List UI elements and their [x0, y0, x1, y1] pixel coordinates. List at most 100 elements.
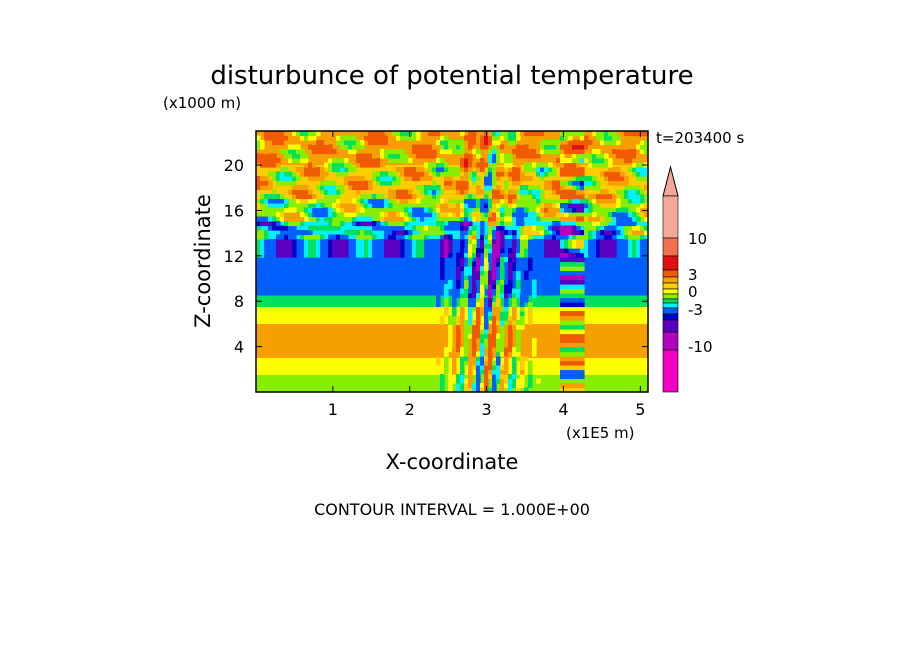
field-cell [604, 243, 609, 249]
field-cell [604, 189, 609, 195]
field-cell [536, 216, 541, 222]
field-cell [316, 225, 321, 231]
field-cell [484, 185, 489, 191]
field-cell [372, 162, 377, 168]
field-cell [444, 135, 449, 141]
field-cell [396, 198, 401, 204]
field-cell [576, 333, 581, 339]
field-cell [512, 297, 517, 303]
field-cell [544, 131, 549, 137]
field-cell [560, 302, 565, 308]
field-cell [560, 369, 565, 375]
field-cell [464, 297, 469, 303]
field-cell [288, 230, 293, 236]
field-cell [448, 176, 453, 182]
field-cell [452, 171, 457, 177]
field-cell [452, 221, 457, 227]
field-cell [444, 162, 449, 168]
field-cell [456, 387, 461, 392]
field-cell [312, 243, 317, 249]
field-cell [580, 347, 585, 353]
field-cell [360, 252, 365, 258]
field-cell [380, 216, 385, 222]
field-cell [580, 365, 585, 371]
field-cell [444, 144, 449, 150]
field-cell [276, 203, 281, 209]
field-cell [360, 158, 365, 164]
field-cell [396, 230, 401, 236]
field-cell [448, 248, 453, 254]
field-cell [528, 261, 533, 267]
field-cell [288, 252, 293, 258]
field-cell [448, 171, 453, 177]
field-cell [440, 248, 445, 254]
field-cell [468, 243, 473, 249]
field-cell [580, 360, 585, 366]
field-cell [432, 225, 437, 231]
field-cell [524, 351, 529, 357]
field-cell [616, 212, 621, 218]
field-cell [292, 239, 297, 245]
field-cell [280, 198, 285, 204]
field-cell [328, 131, 333, 137]
field-cell [488, 216, 493, 222]
field-cell [612, 212, 617, 218]
field-cell [560, 207, 565, 213]
field-cell [324, 207, 329, 213]
field-cell [624, 221, 629, 227]
field-cell [640, 225, 645, 231]
field-cell [384, 198, 389, 204]
field-cell [488, 198, 493, 204]
field-cell [320, 171, 325, 177]
field-cell [288, 234, 293, 240]
field-cell [480, 284, 485, 290]
field-cell [500, 270, 505, 276]
field-cell [572, 338, 577, 344]
field-cell [452, 140, 457, 146]
field-cell [608, 176, 613, 182]
field-cell [472, 176, 477, 182]
field-cell [500, 306, 505, 312]
field-cell [396, 153, 401, 159]
field-cell [572, 324, 577, 330]
field-cell [332, 221, 337, 227]
field-cell [480, 297, 485, 303]
field-cell [304, 185, 309, 191]
field-cell [452, 207, 457, 213]
field-cell [364, 252, 369, 258]
field-cell [360, 243, 365, 249]
field-cell [436, 140, 441, 146]
field-cell [436, 302, 441, 308]
field-cell [304, 243, 309, 249]
field-cell [500, 153, 505, 159]
field-cell [312, 252, 317, 258]
field-cell [580, 207, 585, 213]
field-cell [480, 144, 485, 150]
field-cell [288, 189, 293, 195]
field-cell [424, 212, 429, 218]
field-cell [452, 378, 457, 384]
field-cell [640, 131, 645, 137]
field-cell [612, 198, 617, 204]
field-cell [364, 216, 369, 222]
field-cell [504, 365, 509, 371]
field-cell [492, 333, 497, 339]
field-cell [616, 216, 621, 222]
field-cell [528, 302, 533, 308]
field-cell [504, 180, 509, 186]
field-cell [328, 225, 333, 231]
field-cell [568, 167, 573, 173]
field-cell [612, 140, 617, 146]
field-cell [580, 131, 585, 137]
field-cell [260, 216, 265, 222]
field-cell [472, 225, 477, 231]
field-cell [576, 144, 581, 150]
field-cell [584, 203, 589, 209]
field-cell [592, 185, 597, 191]
field-cell [436, 162, 441, 168]
field-cell [276, 252, 281, 258]
field-cell [528, 252, 533, 258]
field-cell [444, 212, 449, 218]
field-cell [560, 212, 565, 218]
